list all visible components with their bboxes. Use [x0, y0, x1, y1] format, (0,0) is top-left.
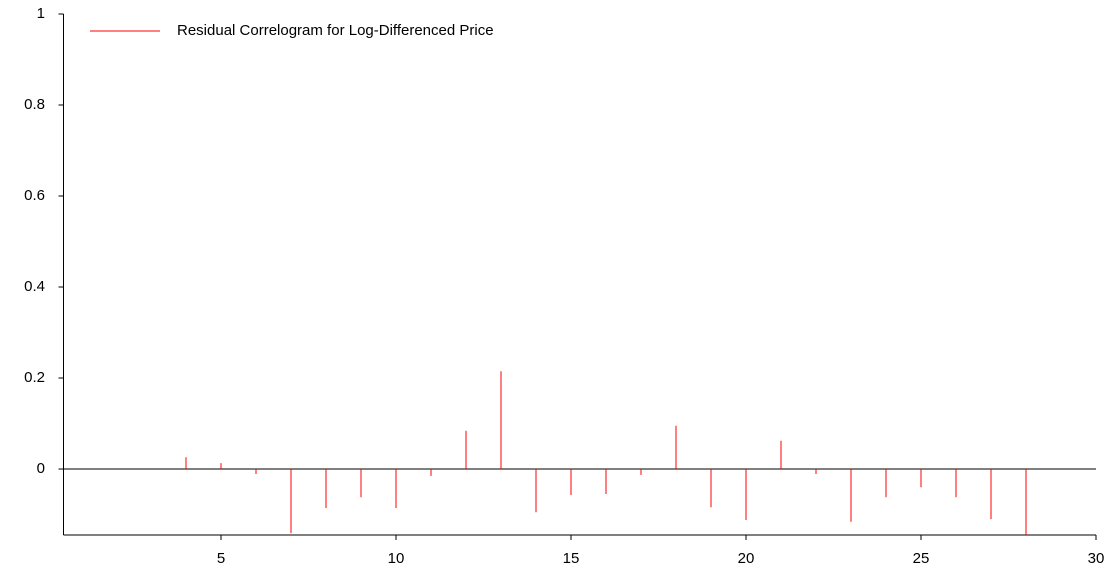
x-tick-label: 10 [388, 550, 405, 567]
y-tick-label: 0.2 [24, 369, 45, 386]
x-tick-label: 20 [738, 550, 755, 567]
y-tick-label: 0 [37, 460, 45, 477]
x-tick-label: 15 [563, 550, 580, 567]
y-tick-label: 0.4 [24, 278, 45, 295]
y-tick-label: 0.6 [24, 187, 45, 204]
x-tick-label: 30 [1088, 550, 1105, 567]
y-tick-label: 0.8 [24, 96, 45, 113]
x-tick-label: 5 [217, 550, 225, 567]
x-tick-label: 25 [913, 550, 930, 567]
legend-label: Residual Correlogram for Log-Differenced… [177, 22, 494, 39]
y-tick-label: 1 [37, 5, 45, 22]
